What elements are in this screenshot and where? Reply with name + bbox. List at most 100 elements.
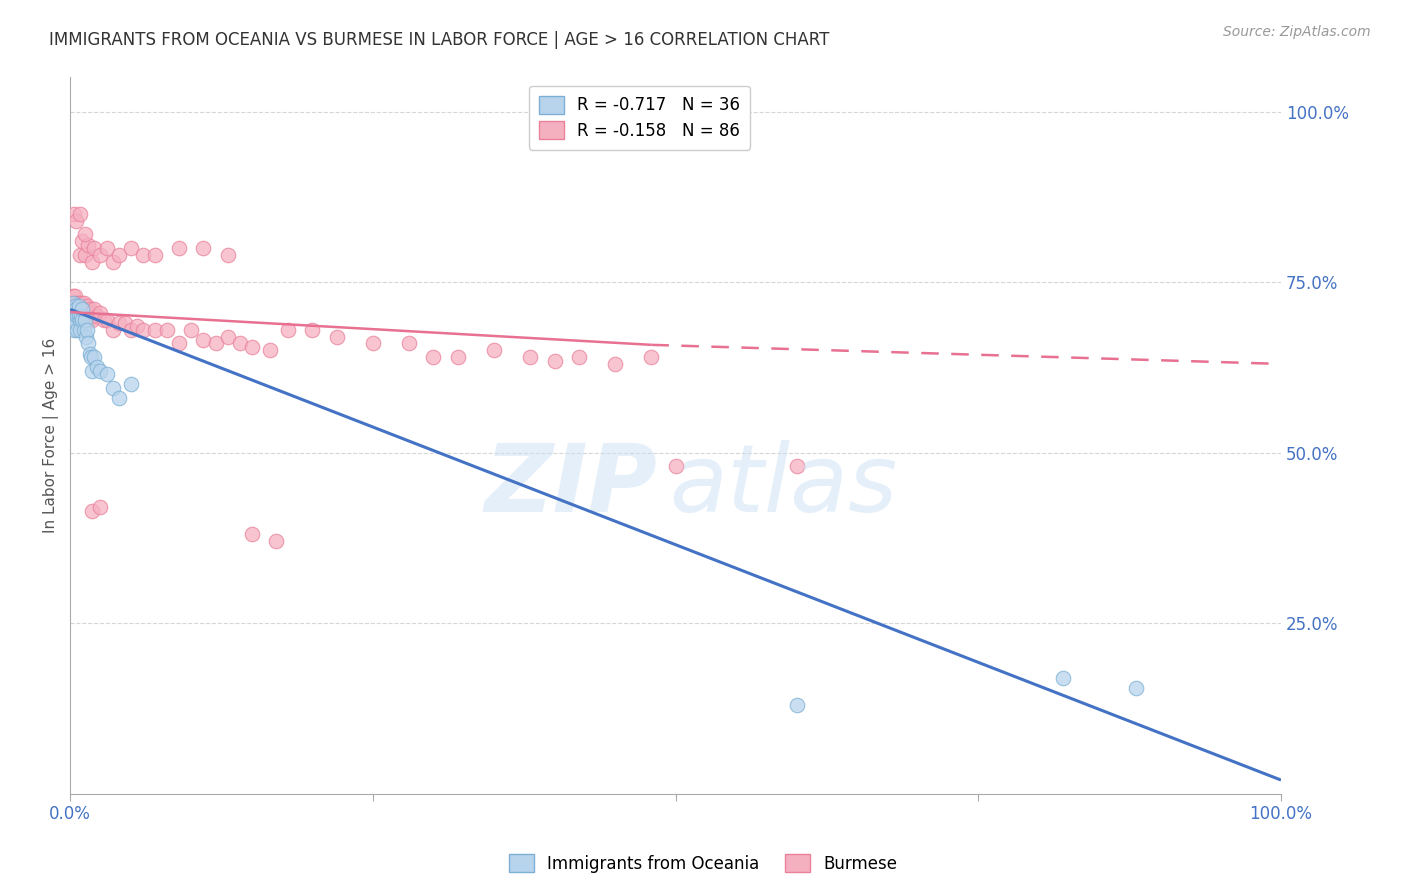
Point (60, 309, 83, 323)
Point (1125, 681, 1147, 695)
Point (96, 312, 118, 326)
Point (77, 312, 100, 326)
Point (143, 248, 166, 262)
Point (519, 350, 541, 364)
Point (80, 306, 103, 320)
Point (786, 698, 808, 712)
Point (665, 459, 688, 474)
Point (63, 299, 86, 313)
Point (66, 323, 89, 337)
Point (361, 336, 384, 351)
Point (65, 306, 87, 320)
Point (63, 302, 86, 317)
Point (89, 248, 111, 262)
Point (67, 306, 90, 320)
Point (120, 241, 142, 255)
Point (69, 248, 91, 262)
Point (72, 312, 94, 326)
Point (86, 360, 108, 375)
Point (193, 333, 215, 347)
Point (107, 316, 129, 330)
Point (86, 309, 108, 323)
Point (217, 248, 239, 262)
Point (167, 241, 190, 255)
Point (75, 329, 97, 343)
Point (80, 350, 103, 364)
Point (63, 289, 86, 303)
Point (76, 323, 98, 337)
Point (73, 312, 96, 326)
Legend: R = -0.717   N = 36, R = -0.158   N = 86: R = -0.717 N = 36, R = -0.158 N = 86 (529, 86, 749, 150)
Point (229, 336, 252, 351)
Point (80, 503, 103, 517)
Point (72, 302, 94, 317)
Point (72, 323, 94, 337)
Point (107, 391, 129, 405)
Point (217, 329, 239, 343)
Point (264, 534, 287, 549)
Point (72, 234, 94, 248)
Point (107, 248, 129, 262)
Point (63, 295, 86, 310)
Point (80, 312, 103, 326)
Point (72, 309, 94, 323)
Point (70, 295, 93, 310)
Point (63, 302, 86, 317)
Point (193, 241, 215, 255)
Point (93, 312, 115, 326)
Point (69, 207, 91, 221)
Point (132, 323, 155, 337)
Point (75, 309, 97, 323)
Point (73, 248, 96, 262)
Point (62, 295, 84, 310)
Point (259, 343, 281, 358)
Point (80, 364, 103, 378)
Point (63, 309, 86, 323)
Point (568, 350, 591, 364)
Point (603, 357, 626, 371)
Point (65, 302, 87, 317)
Point (83, 302, 105, 317)
Point (101, 323, 124, 337)
Point (77, 237, 100, 252)
Point (156, 323, 179, 337)
Point (67, 309, 90, 323)
Point (240, 527, 263, 541)
Text: Source: ZipAtlas.com: Source: ZipAtlas.com (1223, 25, 1371, 39)
Point (67, 299, 90, 313)
Point (65, 316, 87, 330)
Point (67, 295, 90, 310)
Point (79, 347, 101, 361)
Point (277, 323, 299, 337)
Point (482, 343, 505, 358)
Point (60, 302, 83, 317)
Legend: Immigrants from Oceania, Burmese: Immigrants from Oceania, Burmese (502, 847, 904, 880)
Text: atlas: atlas (669, 440, 898, 532)
Point (447, 350, 470, 364)
Point (89, 500, 111, 515)
Point (66, 309, 89, 323)
Text: ZIP: ZIP (485, 440, 658, 532)
Point (180, 323, 202, 337)
Point (120, 323, 142, 337)
Point (65, 213, 87, 227)
Point (543, 353, 565, 368)
Point (101, 254, 124, 268)
Point (63, 312, 86, 326)
Point (204, 336, 226, 351)
Point (325, 329, 347, 343)
Point (66, 309, 89, 323)
Point (62, 289, 84, 303)
Point (79, 302, 101, 317)
Point (101, 381, 124, 395)
Text: IMMIGRANTS FROM OCEANIA VS BURMESE IN LABOR FORCE | AGE > 16 CORRELATION CHART: IMMIGRANTS FROM OCEANIA VS BURMESE IN LA… (49, 31, 830, 49)
Point (640, 350, 662, 364)
Point (72, 302, 94, 317)
Point (76, 299, 98, 313)
Point (66, 299, 89, 313)
Point (1052, 671, 1074, 685)
Point (301, 323, 323, 337)
Point (77, 336, 100, 351)
Point (63, 323, 86, 337)
Point (69, 309, 91, 323)
